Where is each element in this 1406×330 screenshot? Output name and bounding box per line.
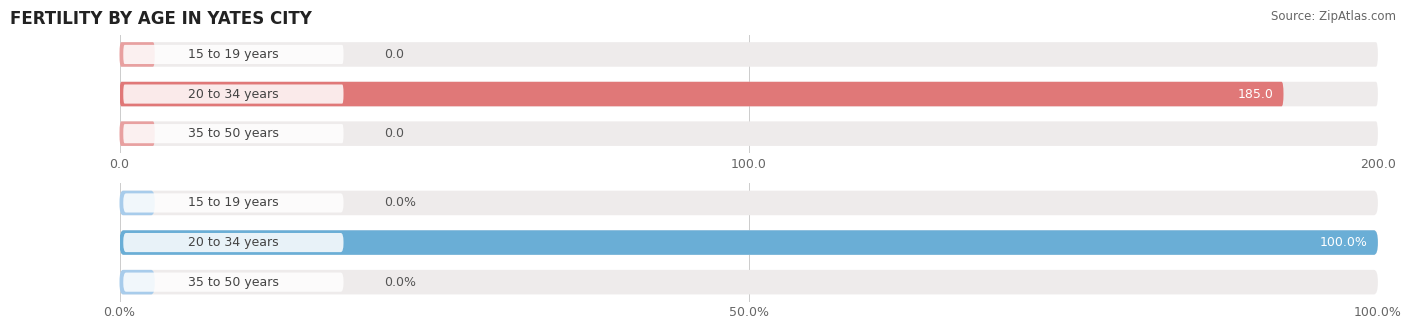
FancyBboxPatch shape xyxy=(120,121,155,146)
FancyBboxPatch shape xyxy=(120,121,1378,146)
FancyBboxPatch shape xyxy=(120,270,155,294)
Text: 100.0%: 100.0% xyxy=(1320,236,1368,249)
Text: 35 to 50 years: 35 to 50 years xyxy=(188,276,278,289)
Text: 0.0%: 0.0% xyxy=(384,276,416,289)
Text: 20 to 34 years: 20 to 34 years xyxy=(188,87,278,101)
Text: 185.0: 185.0 xyxy=(1237,87,1274,101)
FancyBboxPatch shape xyxy=(124,45,343,64)
Text: 20 to 34 years: 20 to 34 years xyxy=(188,236,278,249)
Text: Source: ZipAtlas.com: Source: ZipAtlas.com xyxy=(1271,10,1396,23)
Text: 15 to 19 years: 15 to 19 years xyxy=(188,48,278,61)
FancyBboxPatch shape xyxy=(120,191,1378,215)
Text: FERTILITY BY AGE IN YATES CITY: FERTILITY BY AGE IN YATES CITY xyxy=(10,10,312,28)
Text: 15 to 19 years: 15 to 19 years xyxy=(188,196,278,210)
Text: 0.0: 0.0 xyxy=(384,48,404,61)
FancyBboxPatch shape xyxy=(124,233,343,252)
FancyBboxPatch shape xyxy=(124,193,343,213)
FancyBboxPatch shape xyxy=(120,230,1378,255)
Text: 0.0%: 0.0% xyxy=(384,196,416,210)
FancyBboxPatch shape xyxy=(120,191,155,215)
FancyBboxPatch shape xyxy=(120,42,1378,67)
Text: 35 to 50 years: 35 to 50 years xyxy=(188,127,278,140)
FancyBboxPatch shape xyxy=(120,270,1378,294)
FancyBboxPatch shape xyxy=(120,230,1378,255)
FancyBboxPatch shape xyxy=(120,82,1378,106)
FancyBboxPatch shape xyxy=(124,84,343,104)
FancyBboxPatch shape xyxy=(120,42,155,67)
FancyBboxPatch shape xyxy=(124,124,343,143)
FancyBboxPatch shape xyxy=(124,273,343,292)
FancyBboxPatch shape xyxy=(120,82,1284,106)
Text: 0.0: 0.0 xyxy=(384,127,404,140)
